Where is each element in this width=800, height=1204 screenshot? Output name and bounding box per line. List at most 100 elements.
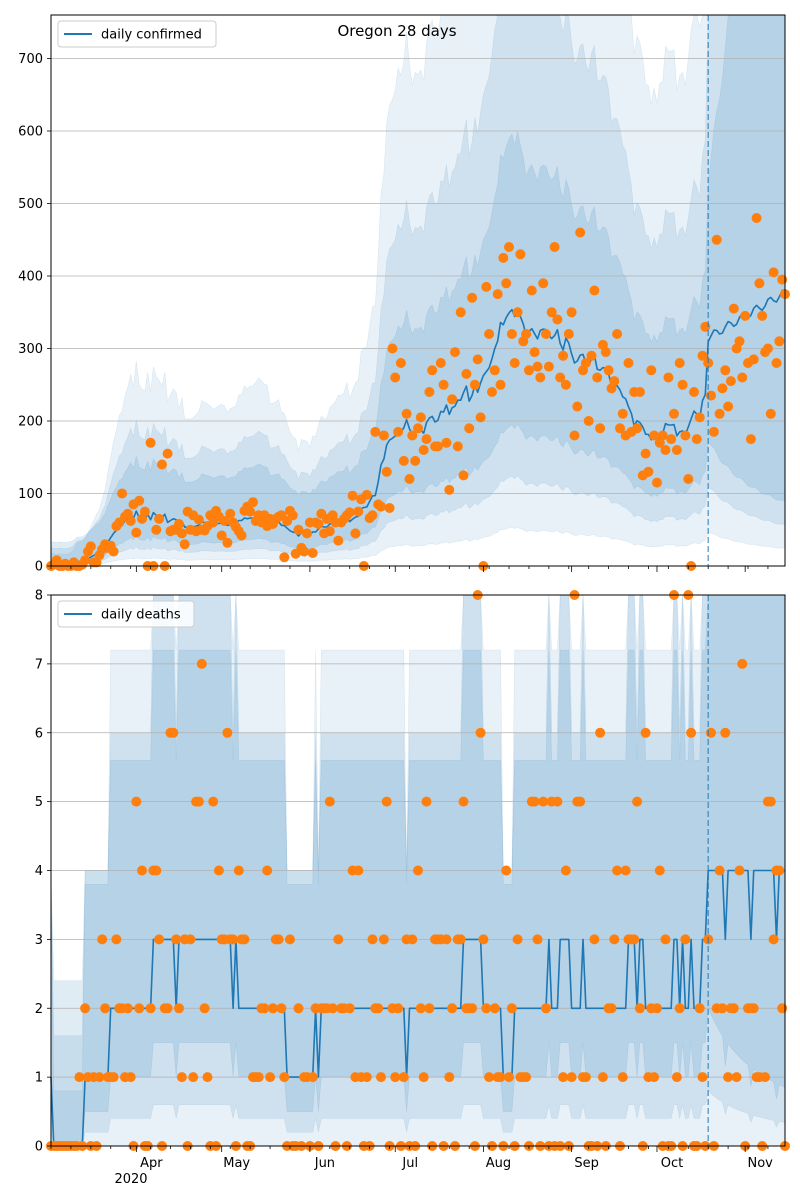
observed-point [415, 412, 426, 423]
observed-point [302, 528, 312, 539]
observed-point [532, 934, 543, 945]
observed-point [617, 408, 628, 419]
observed-point [580, 1072, 591, 1083]
observed-point [603, 365, 614, 376]
observed-point [529, 796, 540, 807]
observed-point [413, 423, 423, 434]
observed-point [512, 307, 523, 318]
observed-point [765, 408, 776, 419]
observed-point [125, 1072, 136, 1083]
observed-point [361, 489, 372, 500]
observed-point [760, 1072, 771, 1083]
observed-point [595, 423, 606, 434]
observed-point [506, 329, 517, 339]
observed-point [421, 796, 432, 807]
observed-point [378, 430, 389, 441]
observed-point [541, 329, 551, 339]
observed-point [589, 934, 600, 945]
observed-point [526, 285, 537, 296]
observed-point [506, 1003, 517, 1014]
observed-point [609, 376, 620, 387]
observed-point [131, 796, 142, 807]
observed-point [504, 242, 514, 252]
observed-point [424, 387, 435, 397]
observed-point [441, 934, 452, 945]
y-tick-label: 700 [18, 52, 43, 67]
observed-point [222, 537, 233, 548]
observed-point [415, 1003, 426, 1014]
observed-point [139, 506, 150, 517]
observed-point [464, 423, 475, 434]
observed-point [80, 1003, 91, 1014]
observed-point [213, 865, 224, 876]
observed-point [552, 796, 563, 807]
observed-point [671, 1072, 682, 1083]
observed-point [373, 1003, 384, 1014]
observed-point [583, 416, 594, 426]
observed-point [632, 423, 643, 434]
x-tick-label: Aug [486, 1156, 511, 1171]
observed-point [475, 727, 486, 738]
observed-point [640, 727, 651, 738]
observed-point [597, 1072, 608, 1083]
observed-point [748, 1003, 759, 1014]
x-tick-label: Oct [661, 1156, 683, 1171]
observed-point [711, 234, 722, 245]
observed-point [649, 430, 660, 441]
observed-point [498, 252, 509, 263]
observed-point [410, 455, 421, 466]
observed-point [558, 350, 569, 361]
observed-point [609, 934, 620, 945]
observed-point [176, 1072, 187, 1083]
observed-point [765, 796, 776, 807]
observed-point [646, 365, 657, 376]
observed-point [515, 249, 526, 260]
observed-point [592, 372, 603, 383]
observed-point [777, 274, 788, 285]
observed-point [771, 358, 782, 368]
observed-point [94, 1072, 105, 1083]
observed-point [487, 387, 497, 397]
x-tick-label: May [223, 1156, 250, 1171]
confirmed-legend: daily confirmed [57, 20, 217, 48]
observed-point [512, 934, 523, 945]
observed-point [265, 1072, 276, 1083]
confirmed-y-axis-ticks: 0 100 200 300 400 500 600 700 [18, 52, 51, 575]
observed-point [137, 865, 147, 876]
observed-point [74, 1072, 85, 1083]
y-tick-label: 100 [18, 487, 43, 502]
observed-point [452, 441, 463, 452]
deaths-legend-box [57, 600, 195, 628]
observed-point [723, 1072, 734, 1083]
observed-point [524, 365, 534, 376]
observed-point [108, 1072, 119, 1083]
observed-point [728, 303, 739, 314]
observed-point [185, 934, 196, 945]
observed-point [333, 934, 344, 945]
observed-point [509, 358, 520, 368]
observed-point [589, 285, 600, 296]
observed-point [151, 524, 162, 535]
observed-point [381, 796, 392, 807]
observed-point [418, 445, 429, 455]
observed-point [202, 1072, 213, 1083]
observed-point [629, 934, 640, 945]
observed-point [481, 281, 492, 292]
observed-point [225, 508, 236, 519]
observed-point [489, 365, 500, 376]
observed-point [734, 865, 745, 876]
observed-point [361, 1072, 372, 1083]
observed-point [174, 1003, 184, 1014]
observed-point [720, 727, 731, 738]
observed-point [697, 350, 708, 361]
observed-point [370, 426, 381, 437]
observed-point [444, 1072, 455, 1083]
y-tick-label: 300 [18, 342, 43, 357]
y-tick-label: 8 [35, 589, 43, 604]
observed-point [216, 530, 227, 541]
observed-point [757, 310, 768, 321]
observed-point [174, 519, 184, 529]
observed-point [108, 546, 119, 557]
observed-point [236, 530, 247, 541]
